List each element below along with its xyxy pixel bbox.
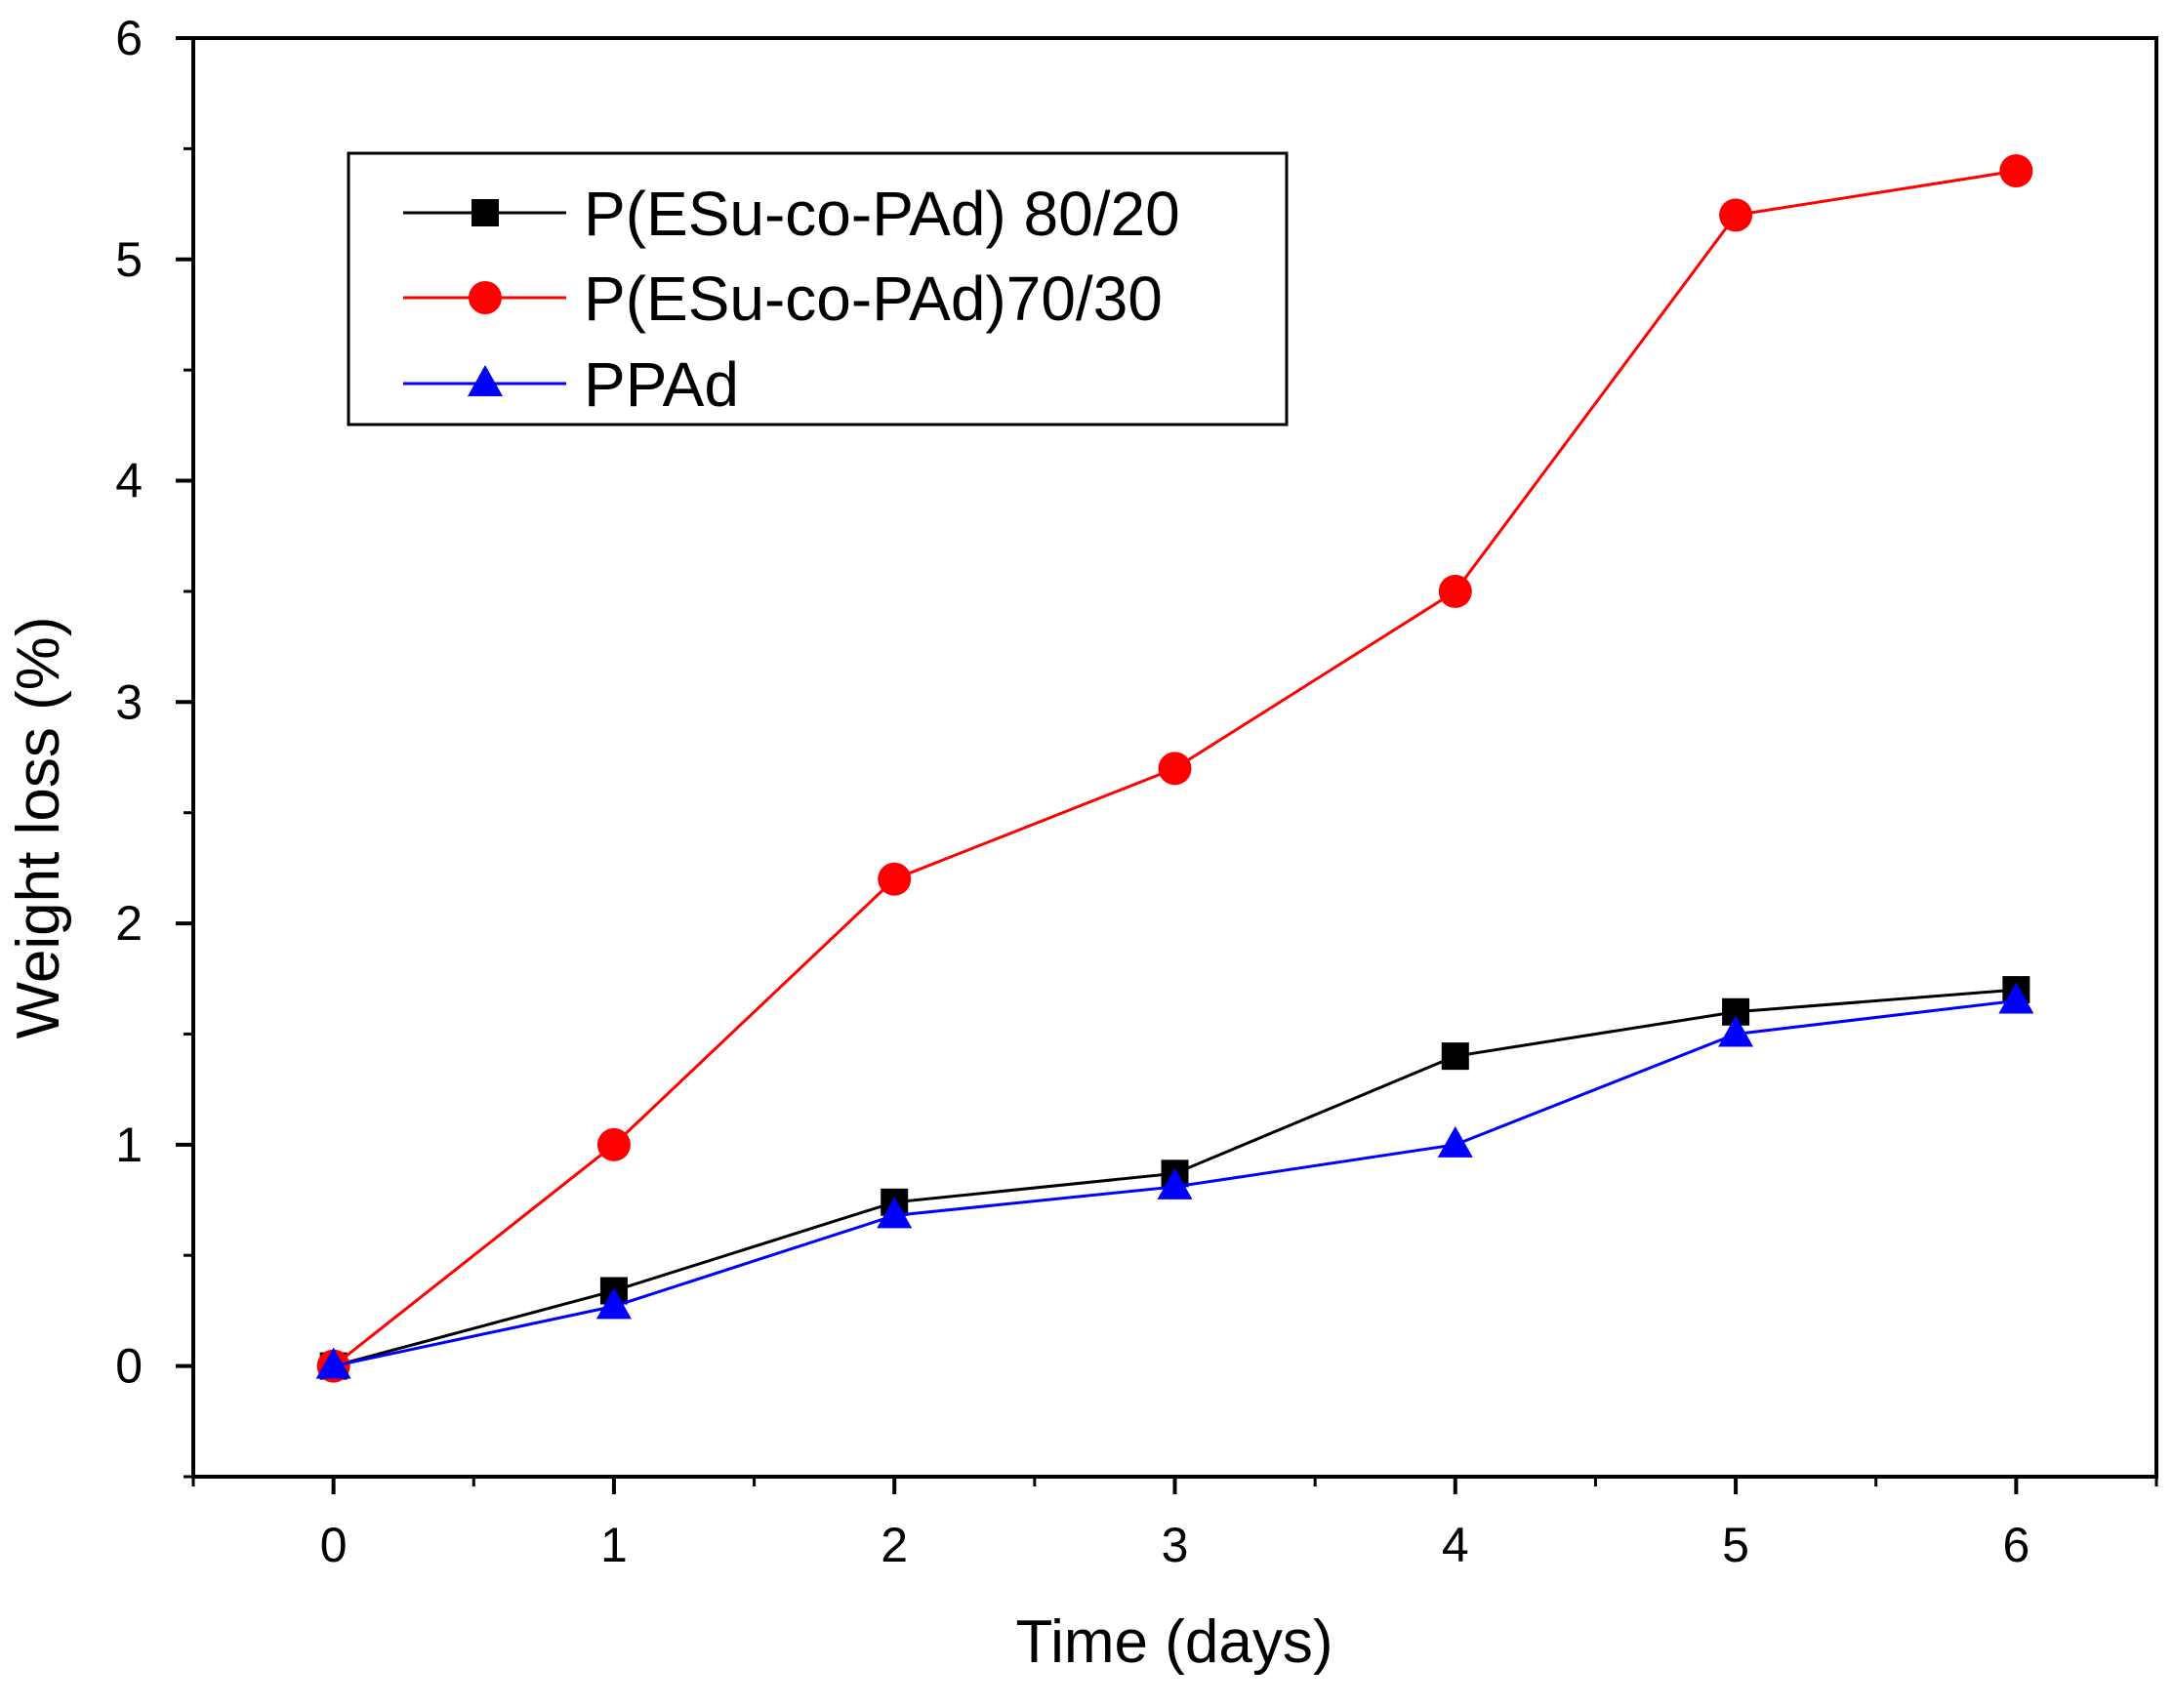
x-axis-title: Time (days) — [1016, 1608, 1333, 1676]
y-tick-label: 1 — [115, 1118, 143, 1172]
y-tick-label: 5 — [115, 232, 143, 287]
legend-marker — [469, 281, 502, 314]
legend-label: PPAd — [584, 349, 739, 420]
data-point — [597, 1128, 631, 1161]
legend-marker — [472, 199, 499, 226]
y-tick-label: 2 — [115, 896, 143, 951]
y-tick-label: 6 — [115, 11, 143, 65]
x-tick-label: 1 — [600, 1518, 628, 1572]
data-point — [1719, 198, 1752, 231]
chart: 01234560123456 P(ESu-co-PAd) 80/20P(ESu-… — [0, 0, 2173, 1708]
data-point — [1442, 1042, 1469, 1070]
data-point — [1439, 575, 1472, 608]
x-tick-label: 0 — [320, 1518, 348, 1572]
data-point — [1159, 752, 1192, 785]
data-point — [878, 863, 911, 896]
legend: P(ESu-co-PAd) 80/20 P(ESu-co-PAd)70/30 PPA… — [348, 153, 1287, 425]
x-tick-label: 3 — [1162, 1518, 1189, 1572]
x-tick-label: 5 — [1722, 1518, 1749, 1572]
y-tick-label: 4 — [115, 454, 143, 508]
legend-label: P(ESu-co-PAd) 80/20 — [584, 179, 1180, 249]
x-tick-label: 2 — [881, 1518, 908, 1572]
data-point — [1999, 154, 2032, 187]
x-tick-label: 6 — [2002, 1518, 2030, 1572]
y-tick-label: 0 — [115, 1339, 143, 1394]
y-tick-label: 3 — [115, 674, 143, 729]
x-tick-label: 4 — [1442, 1518, 1469, 1572]
legend-label: P(ESu-co-PAd)70/30 — [584, 264, 1163, 334]
y-axis-title: Weight loss (%) — [5, 617, 72, 1039]
